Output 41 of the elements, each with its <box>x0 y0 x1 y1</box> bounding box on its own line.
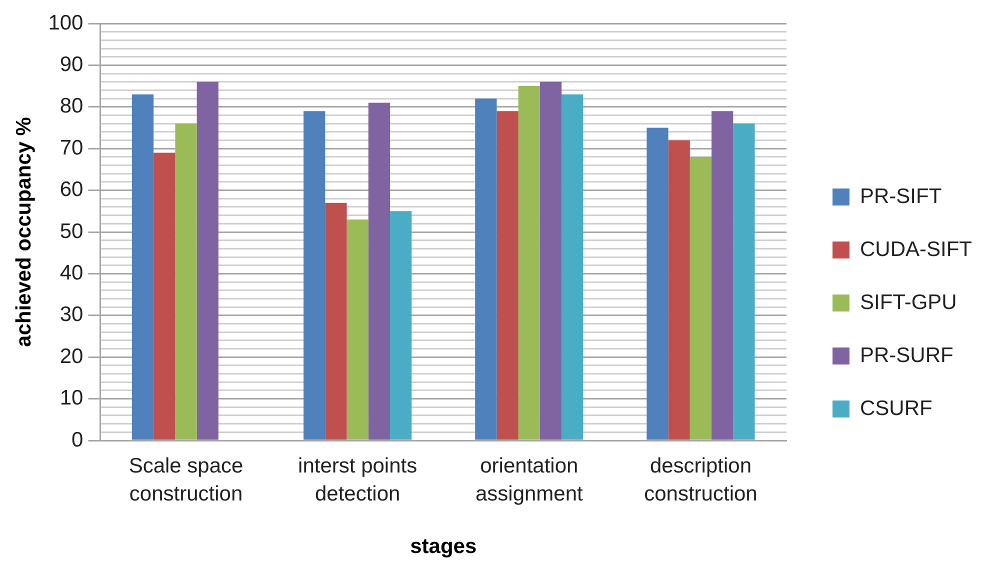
legend-label: PR-SIFT <box>860 184 942 208</box>
x-tick-label: Scale space construction <box>128 454 244 506</box>
bar <box>325 202 347 440</box>
bar <box>540 82 562 440</box>
y-tick-label: 90 <box>60 53 84 76</box>
legend-label: CUDA-SIFT <box>860 238 972 261</box>
bar <box>562 94 584 440</box>
bar <box>132 94 154 440</box>
bar <box>690 156 712 440</box>
legend-label: CSURF <box>860 396 932 420</box>
y-tick-label: 30 <box>60 303 84 326</box>
bar <box>668 140 690 440</box>
bar <box>175 124 197 440</box>
bar <box>475 98 497 440</box>
bar <box>496 111 518 440</box>
bar <box>712 111 734 440</box>
bar <box>346 220 368 440</box>
bar <box>733 124 755 440</box>
bar <box>154 152 176 440</box>
y-tick-label: 100 <box>48 11 84 34</box>
x-axis-title: stages <box>410 535 477 558</box>
bar <box>304 111 326 440</box>
bar <box>368 102 390 440</box>
legend-label: SIFT-GPU <box>860 290 957 314</box>
y-tick-label: 20 <box>60 344 84 368</box>
y-tick-label: 70 <box>60 136 84 160</box>
bar <box>646 128 668 440</box>
x-tick-label: description construction <box>644 454 758 506</box>
y-tick-label: 50 <box>60 220 84 243</box>
bar <box>196 82 218 440</box>
y-tick-label: 40 <box>60 262 84 285</box>
x-tick-label: orientation assignment <box>475 454 584 506</box>
bar <box>518 86 540 440</box>
y-tick-label: 80 <box>60 94 84 118</box>
legend-label: PR-SURF <box>860 344 954 367</box>
y-tick-label: 0 <box>72 428 84 452</box>
y-tick-label: 10 <box>60 386 84 410</box>
y-tick-label: 60 <box>60 178 84 202</box>
x-tick-label: interst points detection <box>298 454 418 506</box>
bar <box>390 211 412 440</box>
y-axis-title: achieved occupancy % <box>12 116 36 347</box>
